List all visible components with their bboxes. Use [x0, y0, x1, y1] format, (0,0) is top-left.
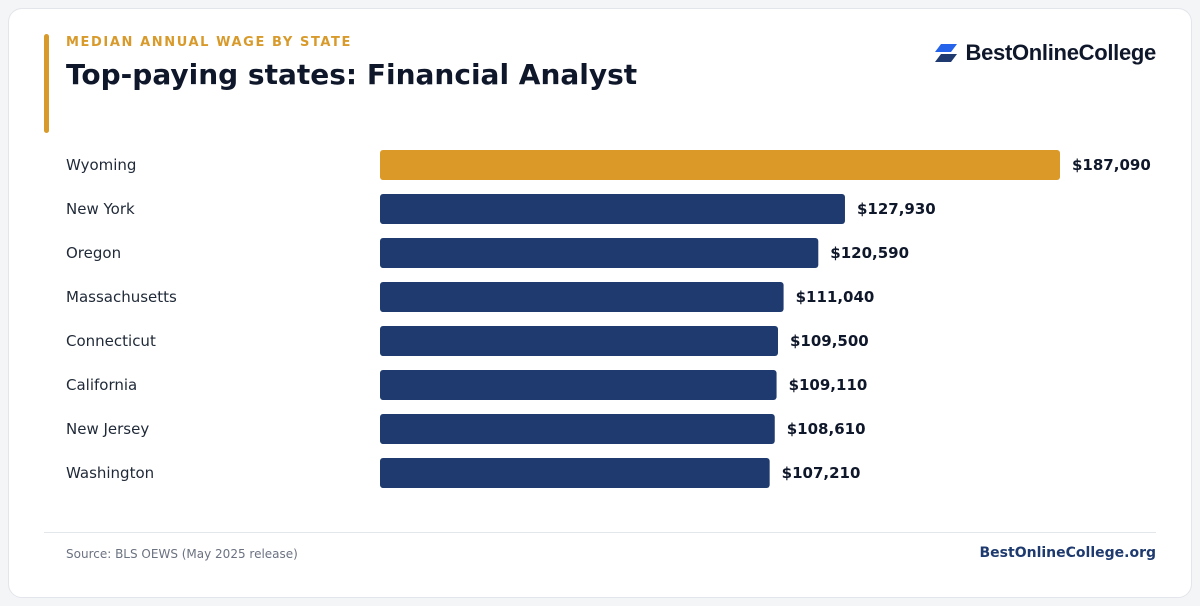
category-label: New York	[66, 200, 135, 218]
value-label: $120,590	[830, 244, 909, 262]
bar	[380, 370, 777, 400]
value-label: $187,090	[1072, 156, 1151, 174]
footer-divider	[44, 532, 1156, 533]
category-label: Wyoming	[66, 156, 136, 174]
bar	[380, 282, 784, 312]
stacked-parallelogram-logo-icon	[934, 44, 957, 62]
value-label: $111,040	[796, 288, 875, 306]
bar	[380, 414, 775, 444]
chart-title: Top-paying states: Financial Analyst	[66, 58, 638, 91]
bar	[380, 458, 770, 488]
category-label: California	[66, 376, 137, 394]
category-label: New Jersey	[66, 420, 149, 438]
brand-logo: BestOnlineCollege	[934, 40, 1157, 66]
bar	[380, 326, 778, 356]
site-link[interactable]: BestOnlineCollege.org	[979, 545, 1156, 561]
category-label: Washington	[66, 464, 154, 482]
category-label: Massachusetts	[66, 288, 177, 306]
bar	[380, 238, 819, 268]
value-label: $109,110	[789, 376, 868, 394]
value-label: $127,930	[857, 200, 936, 218]
accent-bar	[44, 34, 49, 133]
bar	[380, 150, 1060, 180]
source-note: Source: BLS OEWS (May 2025 release)	[66, 547, 298, 561]
value-label: $109,500	[790, 332, 869, 350]
value-label: $107,210	[782, 464, 861, 482]
value-label: $108,610	[787, 420, 866, 438]
category-label: Connecticut	[66, 332, 156, 350]
chart-eyebrow: MEDIAN ANNUAL WAGE BY STATE	[66, 35, 353, 50]
brand-logo-text: BestOnlineCollege	[965, 40, 1157, 65]
bar	[380, 194, 845, 224]
category-label: Oregon	[66, 244, 121, 262]
